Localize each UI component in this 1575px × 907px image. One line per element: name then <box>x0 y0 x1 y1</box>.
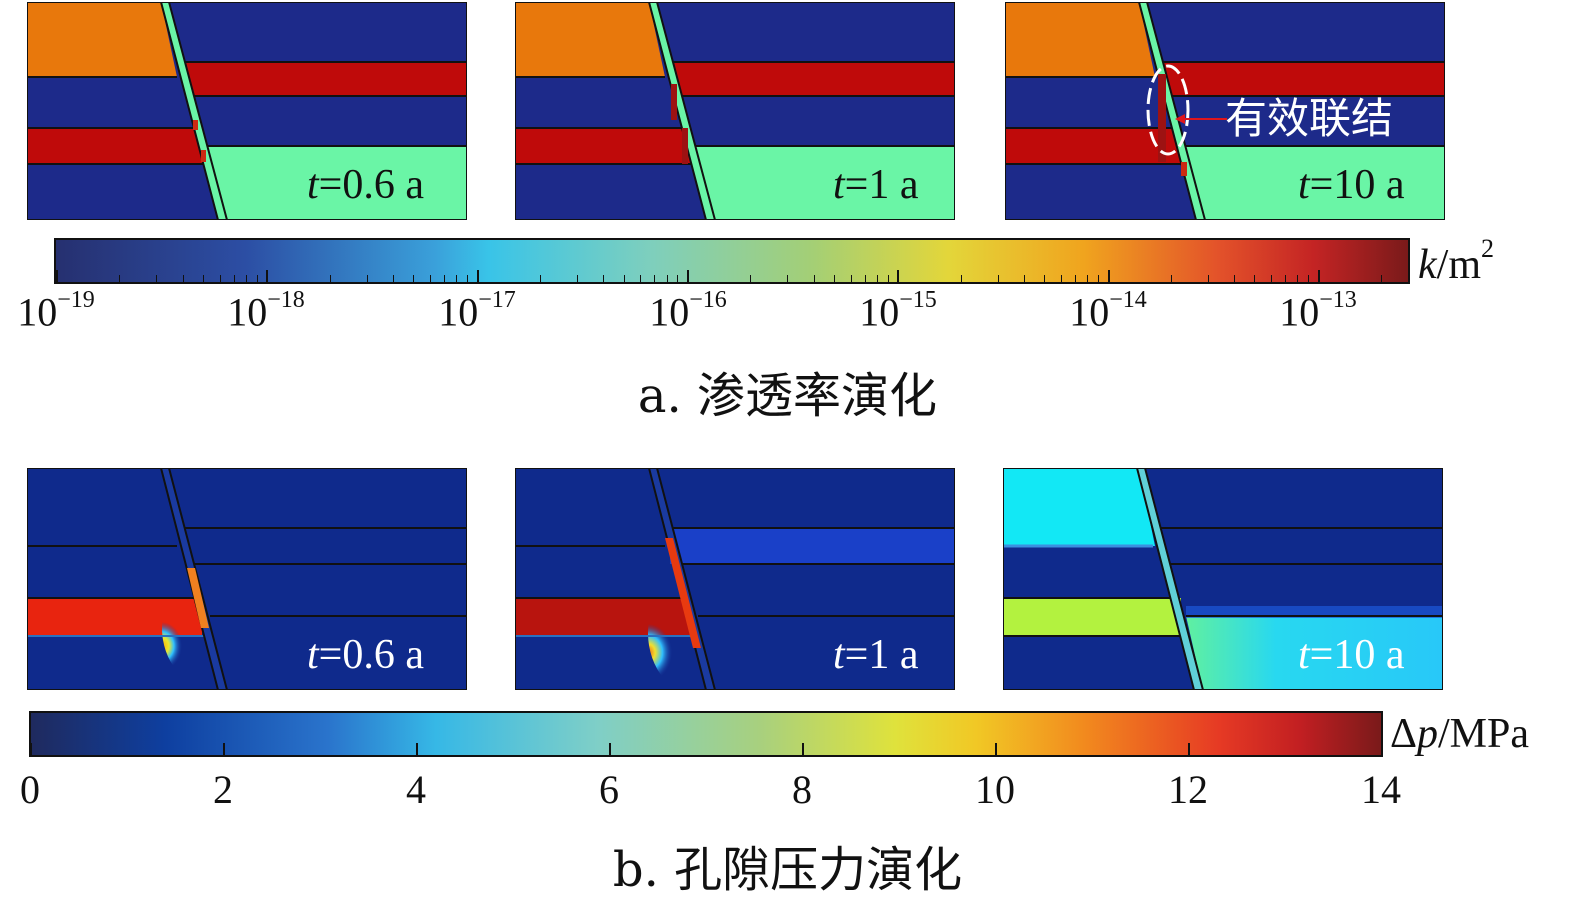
permeability-minor-tick <box>1381 275 1383 282</box>
pressure-tick-label: 10 <box>975 767 1015 812</box>
permeability-minor-tick <box>813 275 815 282</box>
time-label-a-3: t=10 a <box>1298 162 1405 208</box>
pressure-unit-label: Δp/MPa <box>1390 711 1530 757</box>
pressure-tick-label: 0 <box>20 767 40 812</box>
time-label-b-2: t=1 a <box>833 632 919 678</box>
permeability-minor-tick <box>750 275 752 282</box>
permeability-minor-tick <box>202 275 204 282</box>
permeability-minor-tick <box>576 275 578 282</box>
permeability-major-tick <box>897 270 900 282</box>
permeability-minor-tick <box>666 275 668 282</box>
permeability-minor-tick <box>640 275 642 282</box>
pressure-major-tick <box>416 743 418 755</box>
permeability-minor-tick <box>539 275 541 282</box>
permeability-tick-label: 10−14 <box>1069 287 1147 335</box>
permeability-minor-tick <box>456 275 458 282</box>
permeability-minor-tick <box>444 275 446 282</box>
permeability-tick-label: 10−19 <box>17 287 95 335</box>
permeability-major-tick <box>56 270 58 282</box>
pressure-panel-1a <box>515 468 955 690</box>
pressure-tick-label: 2 <box>213 767 233 812</box>
permeability-minor-tick <box>156 275 158 282</box>
permeability-minor-tick <box>182 275 184 282</box>
permeability-panel-0.6a <box>27 2 467 220</box>
pressure-tick-label: 14 <box>1361 767 1401 812</box>
pressure-colorbar <box>29 711 1383 757</box>
permeability-minor-tick <box>1308 275 1310 282</box>
permeability-minor-tick <box>1087 275 1089 282</box>
permeability-minor-tick <box>1060 275 1062 282</box>
permeability-major-tick <box>476 270 479 282</box>
permeability-minor-tick <box>1254 275 1256 282</box>
permeability-minor-tick <box>1234 275 1236 282</box>
pressure-tick-label: 8 <box>792 767 812 812</box>
permeability-tick-label: 10−13 <box>1279 287 1357 335</box>
permeability-minor-tick <box>833 275 835 282</box>
permeability-minor-tick <box>787 275 789 282</box>
permeability-minor-tick <box>1271 275 1273 282</box>
permeability-minor-tick <box>392 275 394 282</box>
permeability-minor-tick <box>329 275 331 282</box>
permeability-minor-tick <box>887 275 889 282</box>
time-label-b-3: t=10 a <box>1298 632 1405 678</box>
permeability-minor-tick <box>1207 275 1209 282</box>
permeability-minor-tick <box>654 275 656 282</box>
permeability-minor-tick <box>233 275 235 282</box>
permeability-major-tick <box>686 270 689 282</box>
permeability-minor-tick <box>245 275 247 282</box>
permeability-minor-tick <box>997 275 999 282</box>
permeability-minor-tick <box>1297 275 1299 282</box>
annotation-arrow-icon <box>1175 114 1227 124</box>
pressure-tick-label: 6 <box>599 767 619 812</box>
effective-connection-marker <box>1146 64 1190 156</box>
caption-b: b. 孔隙压力演化 <box>612 842 963 898</box>
permeability-panel-1a <box>515 2 955 220</box>
pressure-major-tick <box>30 743 32 755</box>
annotation-label: 有效联结 <box>1225 94 1394 143</box>
permeability-minor-tick <box>429 275 431 282</box>
pressure-panel-10a <box>1003 468 1443 690</box>
permeability-major-tick <box>1107 270 1110 282</box>
permeability-minor-tick <box>876 275 878 282</box>
permeability-minor-tick <box>256 275 258 282</box>
permeability-minor-tick <box>850 275 852 282</box>
permeability-minor-tick <box>1023 275 1025 282</box>
time-label-a-1: t=0.6 a <box>307 162 424 208</box>
permeability-minor-tick <box>366 275 368 282</box>
permeability-minor-tick <box>466 275 468 282</box>
permeability-minor-tick <box>677 275 679 282</box>
permeability-minor-tick <box>623 275 625 282</box>
permeability-major-tick <box>1317 270 1320 282</box>
pressure-major-tick <box>1188 743 1190 755</box>
pressure-tick-label: 12 <box>1168 767 1208 812</box>
permeability-tick-label: 10−17 <box>438 287 516 335</box>
time-label-b-1: t=0.6 a <box>307 632 424 678</box>
pressure-tick-label: 4 <box>406 767 426 812</box>
permeability-colorbar <box>54 238 1410 284</box>
permeability-minor-tick <box>1044 275 1046 282</box>
pressure-major-tick <box>1381 743 1383 755</box>
pressure-major-tick <box>802 743 804 755</box>
permeability-minor-tick <box>1097 275 1099 282</box>
permeability-tick-label: 10−16 <box>649 287 727 335</box>
permeability-minor-tick <box>1285 275 1287 282</box>
permeability-minor-tick <box>119 275 121 282</box>
permeability-tick-label: 10−18 <box>227 287 305 335</box>
permeability-unit-label: k/m2 <box>1418 234 1494 288</box>
pressure-major-tick <box>223 743 225 755</box>
permeability-minor-tick <box>603 275 605 282</box>
permeability-minor-tick <box>413 275 415 282</box>
permeability-major-tick <box>266 270 269 282</box>
pressure-major-tick <box>995 743 997 755</box>
permeability-minor-tick <box>1170 275 1172 282</box>
permeability-minor-tick <box>960 275 962 282</box>
caption-a: a. 渗透率演化 <box>637 368 938 424</box>
pressure-major-tick <box>609 743 611 755</box>
permeability-minor-tick <box>219 275 221 282</box>
permeability-tick-label: 10−15 <box>859 287 937 335</box>
pressure-panel-0.6a <box>27 468 467 690</box>
permeability-minor-tick <box>1074 275 1076 282</box>
time-label-a-2: t=1 a <box>833 162 919 208</box>
permeability-minor-tick <box>864 275 866 282</box>
